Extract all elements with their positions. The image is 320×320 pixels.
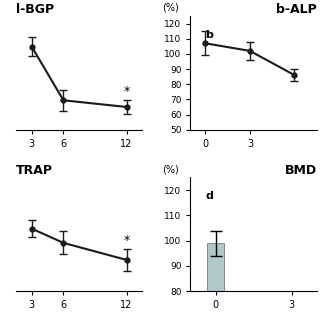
Text: b: b: [205, 30, 213, 40]
Text: (%): (%): [163, 164, 179, 174]
Text: *: *: [124, 234, 130, 247]
Text: l-BGP: l-BGP: [16, 3, 54, 16]
Text: (%): (%): [163, 3, 179, 12]
Text: b-ALP: b-ALP: [276, 3, 317, 16]
Text: d: d: [205, 191, 213, 201]
Text: BMD: BMD: [285, 164, 317, 178]
Bar: [207, 243, 224, 291]
Text: *: *: [124, 84, 130, 98]
Text: TRAP: TRAP: [16, 164, 53, 178]
